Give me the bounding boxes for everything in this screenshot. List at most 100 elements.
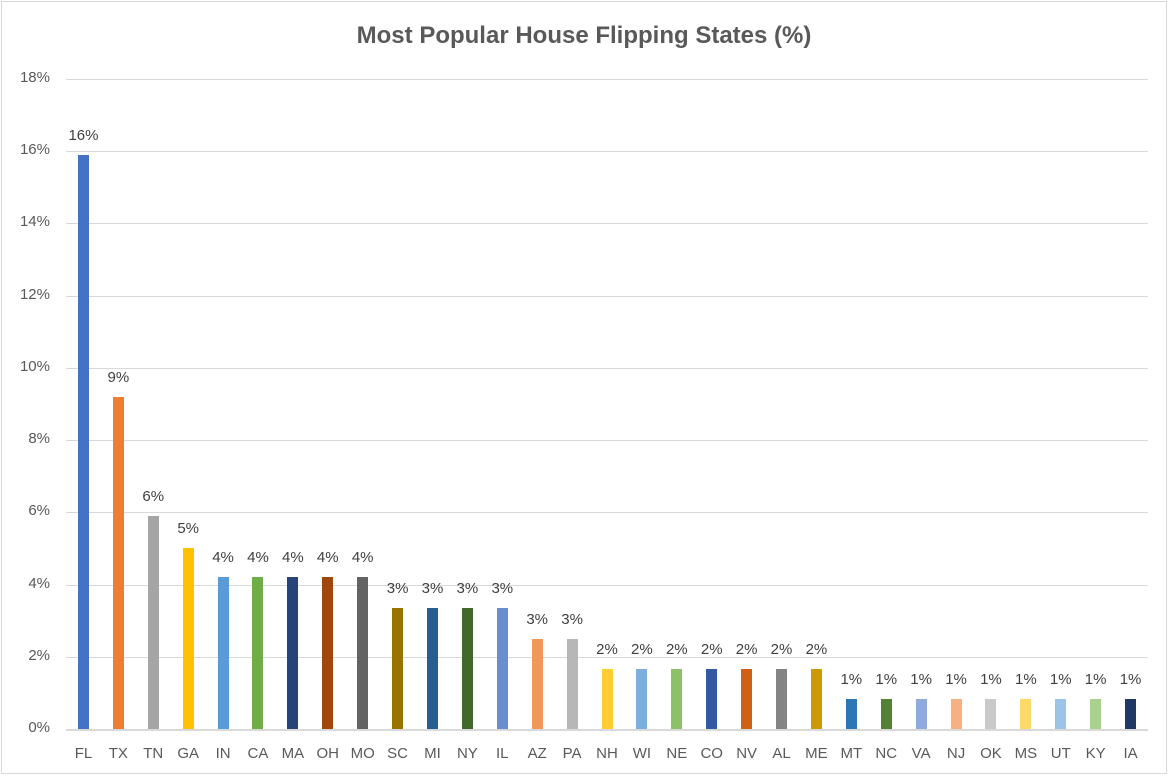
data-label: 4%: [316, 549, 339, 567]
y-tick-label: 0%: [28, 719, 50, 736]
bar-ga: [182, 548, 194, 729]
x-tick-label: IL: [496, 745, 509, 762]
bar-tx: [112, 396, 124, 729]
bar-ny: [461, 608, 473, 729]
data-label: 2%: [700, 640, 723, 658]
y-tick-label: 6%: [28, 502, 50, 520]
gridline: [66, 440, 1148, 442]
data-label: 3%: [561, 610, 583, 628]
bar-sc: [392, 608, 404, 729]
data-label: 2%: [631, 640, 653, 658]
data-label: 4%: [247, 549, 269, 567]
y-tick-label: 8%: [28, 430, 50, 448]
bar-nj: [950, 699, 962, 729]
data-label: 1%: [945, 671, 967, 689]
bar-ca: [252, 577, 264, 729]
x-tick-label: WI: [632, 745, 652, 762]
y-tick-label: 10%: [19, 357, 50, 375]
x-tick-label: TN: [143, 745, 164, 762]
data-label: 1%: [1049, 671, 1072, 689]
data-label: 5%: [177, 520, 199, 538]
bar-fl: [77, 154, 89, 729]
plot-area: 16% FL 9% TX 6% TN 5% GA 4% IN 4% CA 4% MA 4% OH 4% MO 3% S…: [66, 79, 1148, 762]
bar-al: [776, 668, 788, 729]
x-tick-label: VA: [911, 745, 931, 762]
data-label: 2%: [596, 640, 618, 658]
data-label: 4%: [351, 549, 374, 567]
bar-tn: [147, 515, 159, 729]
x-tick-label: NJ: [946, 745, 966, 762]
x-tick-label: MS: [1014, 745, 1038, 762]
bar-ok: [985, 699, 997, 729]
x-tick-label: MO: [350, 745, 375, 762]
data-label: 2%: [735, 640, 758, 658]
bar-ut: [1055, 699, 1067, 729]
data-label: 3%: [456, 580, 479, 598]
gridline: [66, 79, 1148, 80]
data-label: 1%: [1014, 671, 1037, 689]
x-tick-label: NY: [456, 745, 478, 762]
data-label: 4%: [282, 549, 304, 567]
data-label: 1%: [840, 671, 863, 689]
bar-va: [915, 699, 927, 729]
data-label: 6%: [142, 487, 165, 505]
data-label: 9%: [107, 368, 130, 386]
bar-nc: [880, 699, 892, 729]
bar-ne: [671, 668, 683, 729]
y-tick-label: 14%: [19, 213, 50, 231]
bar-ky: [1090, 699, 1102, 729]
bar-nv: [741, 668, 753, 729]
bar-co: [706, 668, 718, 729]
bar-oh: [322, 577, 334, 729]
data-label: 1%: [980, 671, 1002, 689]
y-tick-label: 16%: [19, 141, 50, 159]
x-tick-label: GA: [177, 745, 199, 762]
x-tick-label: KY: [1085, 745, 1106, 762]
data-label: 3%: [421, 580, 444, 598]
bar-me: [810, 668, 822, 729]
data-label: 1%: [1119, 671, 1142, 689]
chart-title: Most Popular House Flipping States (%): [356, 22, 812, 49]
bar-mi: [426, 608, 438, 729]
bar-pa: [566, 638, 578, 729]
x-tick-label: PA: [562, 745, 582, 762]
gridline: [66, 729, 1148, 731]
x-tick-label: MI: [424, 745, 441, 762]
y-tick-label: 4%: [28, 574, 50, 592]
x-tick-label: CA: [247, 745, 269, 762]
gridline: [66, 656, 1148, 658]
x-tick-label: MA: [281, 745, 305, 762]
data-label: 1%: [1084, 671, 1107, 689]
x-tick-label: TX: [108, 745, 128, 762]
x-tick-label: OK: [980, 745, 1002, 762]
data-label: 4%: [212, 549, 234, 567]
gridline: [66, 151, 1148, 153]
gridline: [66, 512, 1148, 514]
bar-ia: [1125, 699, 1137, 729]
y-tick-label: 2%: [28, 646, 50, 664]
x-tick-label: IN: [215, 745, 231, 762]
x-tick-label: NV: [736, 745, 758, 762]
gridline: [66, 367, 1148, 369]
bar-ma: [287, 577, 299, 729]
x-tick-label: NE: [666, 745, 688, 762]
x-tick-label: AZ: [527, 745, 547, 762]
x-tick-label: MT: [840, 745, 863, 762]
y-tick-label: 12%: [19, 285, 50, 303]
bar-nh: [601, 668, 613, 729]
data-label: 1%: [910, 671, 932, 689]
gridline: [66, 223, 1148, 225]
gridline: [66, 584, 1148, 586]
x-tick-label: CO: [700, 745, 723, 762]
x-tick-label: SC: [387, 745, 408, 762]
bar-in: [217, 577, 229, 729]
bar-mt: [845, 699, 857, 729]
data-label: 2%: [805, 640, 828, 658]
bar-wi: [636, 668, 648, 729]
x-tick-label: NH: [596, 745, 618, 762]
gridline: [66, 295, 1148, 297]
bar-mo: [357, 577, 369, 729]
x-tick-label: UT: [1050, 745, 1071, 762]
data-label: 16%: [68, 126, 99, 144]
bar-il: [496, 608, 508, 729]
